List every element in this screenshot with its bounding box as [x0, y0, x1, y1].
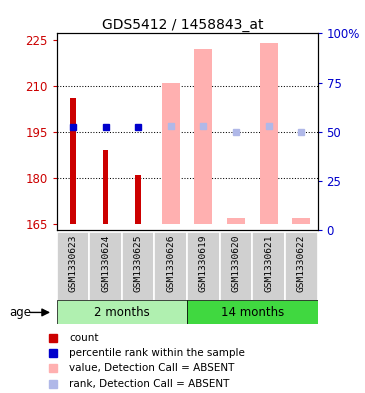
- Text: value, Detection Call = ABSENT: value, Detection Call = ABSENT: [69, 363, 235, 373]
- Text: GSM1330624: GSM1330624: [101, 235, 110, 292]
- Bar: [220, 232, 252, 301]
- Text: GSM1330619: GSM1330619: [199, 235, 208, 292]
- Bar: [103, 150, 108, 224]
- Bar: [122, 232, 154, 301]
- Text: rank, Detection Call = ABSENT: rank, Detection Call = ABSENT: [69, 378, 230, 389]
- Bar: [135, 174, 141, 224]
- Text: 14 months: 14 months: [221, 305, 284, 319]
- Bar: [187, 300, 318, 324]
- Text: GSM1330621: GSM1330621: [264, 235, 273, 292]
- Bar: [260, 42, 278, 224]
- Bar: [227, 218, 245, 224]
- Text: GSM1330625: GSM1330625: [134, 235, 143, 292]
- Text: GSM1330623: GSM1330623: [68, 235, 77, 292]
- Bar: [89, 232, 122, 301]
- Text: count: count: [69, 333, 99, 343]
- Bar: [285, 232, 318, 301]
- Bar: [195, 49, 212, 224]
- Bar: [292, 218, 310, 224]
- Text: age: age: [9, 306, 31, 319]
- Bar: [70, 98, 76, 224]
- Bar: [57, 232, 89, 301]
- Bar: [162, 83, 180, 224]
- Text: GDS5412 / 1458843_at: GDS5412 / 1458843_at: [102, 18, 263, 32]
- Bar: [187, 232, 220, 301]
- Bar: [57, 300, 187, 324]
- Text: 2 months: 2 months: [94, 305, 150, 319]
- Text: GSM1330626: GSM1330626: [166, 235, 175, 292]
- Text: GSM1330622: GSM1330622: [297, 235, 306, 292]
- Bar: [252, 232, 285, 301]
- Text: percentile rank within the sample: percentile rank within the sample: [69, 348, 245, 358]
- Bar: [154, 232, 187, 301]
- Text: GSM1330620: GSM1330620: [231, 235, 241, 292]
